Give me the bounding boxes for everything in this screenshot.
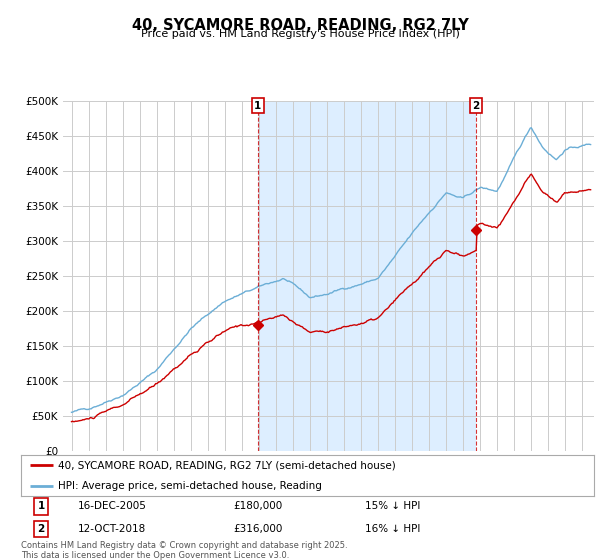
Text: 2: 2 — [37, 524, 44, 534]
Text: 16-DEC-2005: 16-DEC-2005 — [79, 501, 147, 511]
Text: HPI: Average price, semi-detached house, Reading: HPI: Average price, semi-detached house,… — [58, 480, 322, 491]
Text: 1: 1 — [37, 501, 44, 511]
Text: 15% ↓ HPI: 15% ↓ HPI — [365, 501, 420, 511]
Text: 2: 2 — [473, 101, 480, 111]
Text: 40, SYCAMORE ROAD, READING, RG2 7LY: 40, SYCAMORE ROAD, READING, RG2 7LY — [131, 18, 469, 33]
Text: 1: 1 — [254, 101, 262, 111]
Text: Price paid vs. HM Land Registry's House Price Index (HPI): Price paid vs. HM Land Registry's House … — [140, 29, 460, 39]
Text: Contains HM Land Registry data © Crown copyright and database right 2025.
This d: Contains HM Land Registry data © Crown c… — [21, 541, 347, 560]
Text: 40, SYCAMORE ROAD, READING, RG2 7LY (semi-detached house): 40, SYCAMORE ROAD, READING, RG2 7LY (sem… — [58, 460, 396, 470]
Text: 12-OCT-2018: 12-OCT-2018 — [79, 524, 146, 534]
Text: 16% ↓ HPI: 16% ↓ HPI — [365, 524, 420, 534]
Text: £316,000: £316,000 — [233, 524, 283, 534]
Bar — [258, 101, 476, 451]
Text: £180,000: £180,000 — [233, 501, 282, 511]
